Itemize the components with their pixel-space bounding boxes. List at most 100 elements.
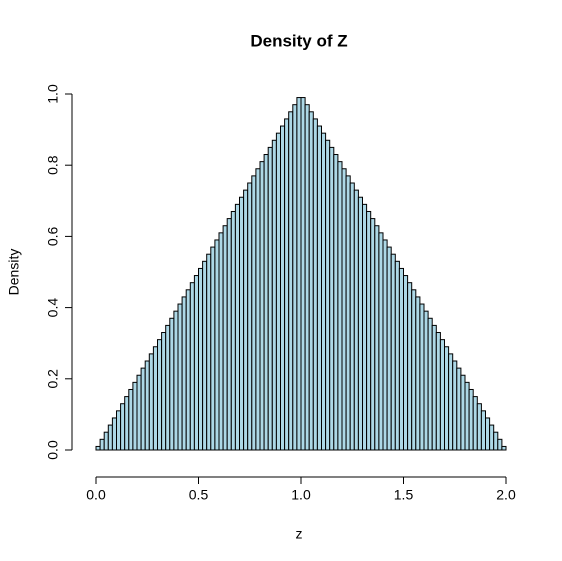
bar [173, 310, 179, 451]
bar [304, 104, 310, 451]
bar [161, 332, 167, 451]
bar [107, 424, 113, 451]
bar [452, 360, 458, 451]
bar [423, 310, 429, 451]
bar [251, 175, 257, 451]
bar [325, 139, 331, 451]
bar [185, 289, 191, 451]
bar [357, 196, 363, 451]
bar [259, 161, 265, 451]
bar [398, 267, 404, 451]
x-axis-label: z [296, 526, 303, 542]
bar [472, 396, 478, 451]
bar [218, 232, 224, 451]
bar [136, 374, 142, 451]
bar [382, 239, 388, 451]
bar [427, 317, 433, 451]
bar [489, 424, 495, 451]
bar [239, 196, 245, 451]
y-tick-label: 0.2 [45, 369, 61, 389]
bar [267, 146, 273, 451]
bar [124, 396, 130, 451]
bar [312, 118, 318, 451]
bar [370, 218, 376, 451]
bar [374, 225, 380, 451]
bar [271, 139, 277, 451]
bar [456, 367, 462, 451]
bar [292, 104, 298, 451]
bar [316, 125, 322, 451]
bar [243, 189, 249, 451]
bar [476, 403, 482, 451]
bar [193, 275, 199, 451]
bar [321, 132, 327, 451]
bar [349, 182, 355, 451]
bar [448, 353, 454, 451]
bar [230, 210, 236, 451]
bar [169, 317, 175, 451]
bar [111, 417, 118, 451]
bar [206, 253, 212, 451]
y-axis-label: Density [6, 249, 22, 296]
bar [337, 161, 343, 451]
bar [128, 388, 134, 451]
bar [341, 168, 347, 451]
bar [345, 175, 351, 451]
bar [493, 431, 499, 451]
bar [198, 267, 204, 451]
bar [157, 339, 163, 451]
bar [407, 282, 413, 451]
x-tick-label: 1.0 [291, 487, 311, 503]
bar [390, 253, 396, 451]
bar [103, 431, 109, 451]
bar [202, 260, 208, 451]
bar [366, 210, 372, 451]
bar [419, 303, 425, 451]
bar [95, 445, 101, 451]
bar [394, 260, 400, 451]
bar [275, 132, 281, 451]
bar [132, 381, 138, 451]
bar [120, 403, 126, 451]
bar [431, 324, 437, 451]
x-tick-label: 0.0 [86, 487, 106, 503]
bar [288, 111, 294, 451]
bar [353, 189, 359, 451]
bar [296, 97, 302, 451]
bar [460, 374, 466, 451]
bar [468, 388, 474, 451]
x-tick-label: 2.0 [496, 487, 516, 503]
bar [480, 410, 486, 451]
bar [284, 118, 290, 451]
bar [464, 381, 470, 451]
bar [386, 246, 392, 451]
bar [152, 346, 158, 451]
bar [116, 410, 122, 451]
bar [263, 154, 269, 451]
x-tick-label: 0.5 [189, 487, 209, 503]
bar [411, 289, 417, 451]
bar [247, 182, 253, 451]
bar [280, 125, 286, 451]
bar [308, 111, 314, 451]
bar [214, 239, 220, 451]
bar [234, 203, 240, 451]
bar [226, 218, 232, 451]
bar [497, 438, 503, 451]
y-tick-label: 0.6 [45, 226, 61, 246]
bar [444, 346, 450, 451]
bar [99, 438, 105, 451]
bar [255, 168, 261, 451]
bar [439, 339, 445, 451]
bar [210, 246, 216, 451]
bar [165, 324, 171, 451]
bar [501, 445, 507, 451]
bar [181, 296, 187, 451]
y-tick-label: 0.8 [45, 155, 61, 175]
bar [148, 353, 154, 451]
bar [222, 225, 228, 451]
y-tick-label: 0.0 [45, 440, 61, 460]
bar [435, 332, 441, 451]
bar [362, 203, 368, 451]
